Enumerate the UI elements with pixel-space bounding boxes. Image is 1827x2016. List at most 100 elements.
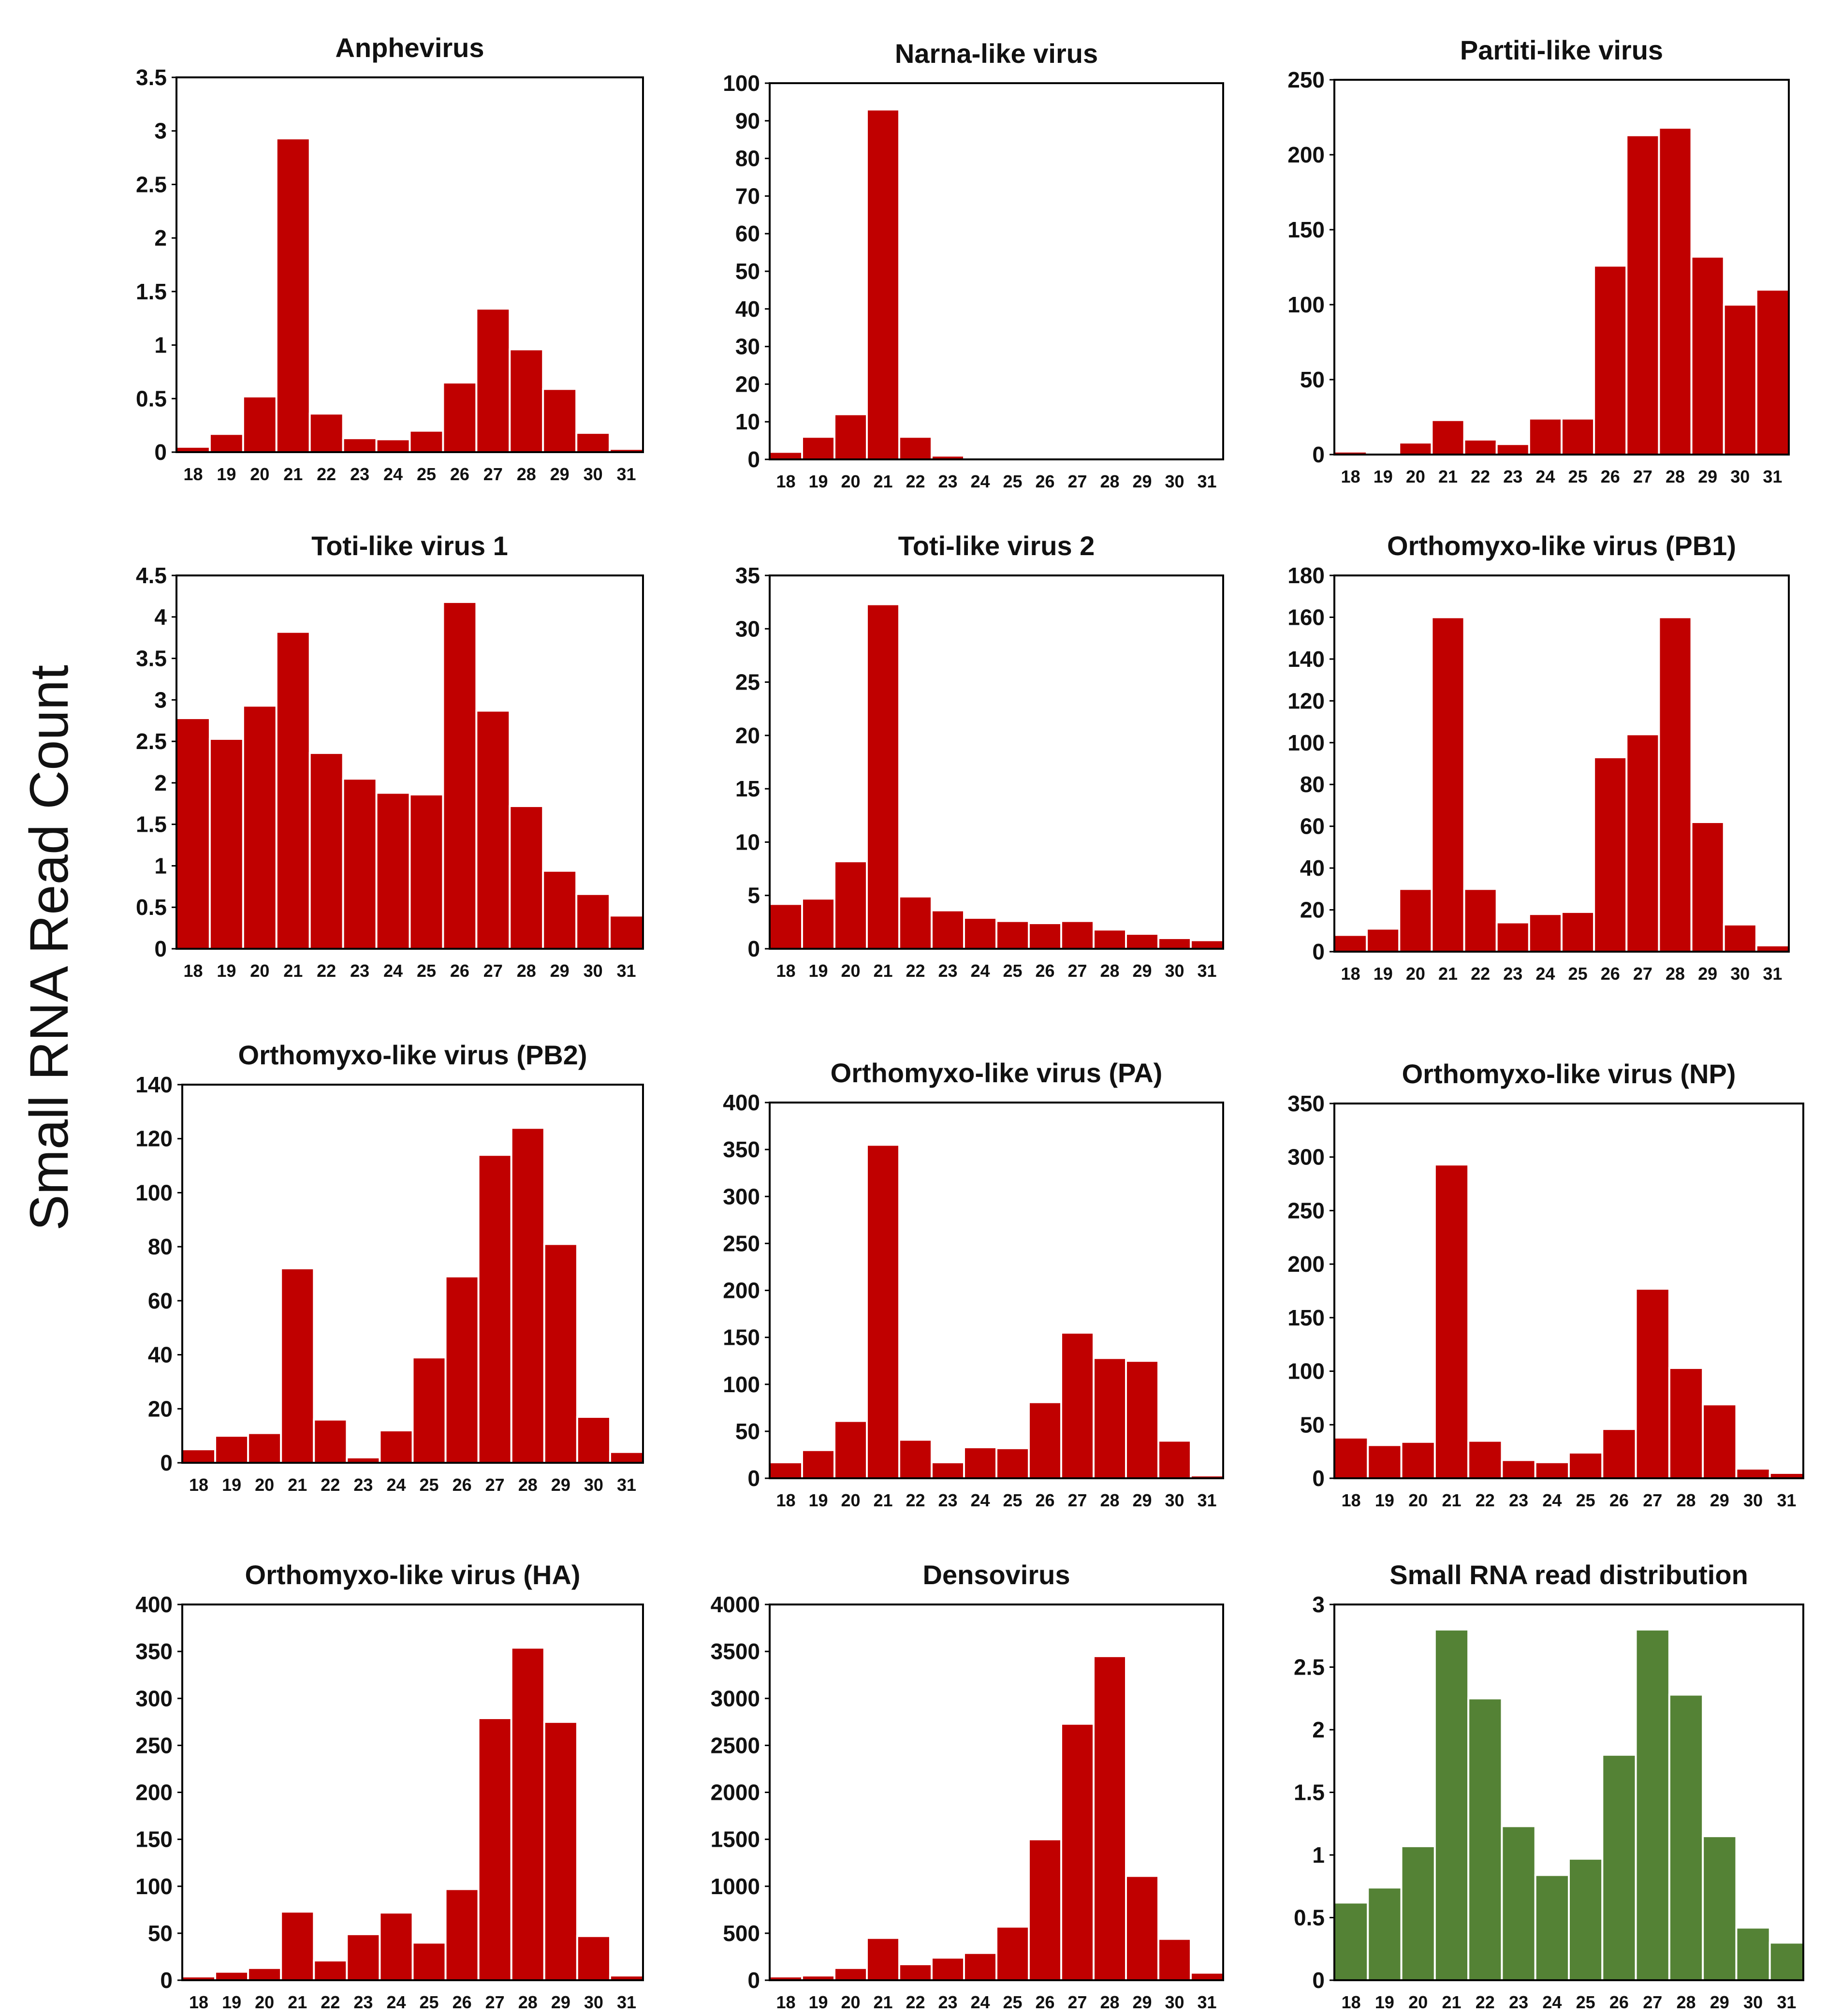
x-tick-label: 19 [808, 961, 828, 981]
y-tick-label: 150 [135, 1827, 173, 1852]
y-tick-label: 0.5 [136, 386, 167, 411]
chart-bar [175, 717, 211, 950]
x-tick-label: 29 [1132, 1490, 1152, 1510]
plot-frame [1333, 574, 1790, 953]
x-tick-label: 31 [617, 1992, 636, 2012]
x-tick-label: 18 [776, 1490, 795, 1510]
x-tick-label: 30 [1730, 964, 1750, 984]
x-tick-label: 25 [1568, 467, 1588, 486]
x-tick-label: 30 [584, 961, 603, 981]
chart-bar [609, 914, 644, 950]
x-tick-label: 31 [617, 961, 636, 981]
y-tick-label: 0 [154, 440, 167, 465]
chart-bar [833, 1420, 868, 1480]
y-tick-label: 50 [148, 1921, 173, 1946]
chart-bar [444, 1888, 480, 1981]
x-tick-label: 25 [1568, 964, 1588, 984]
x-tick-label: 27 [485, 1475, 505, 1495]
chart-bar [1534, 1874, 1570, 1981]
chart-bar [542, 388, 578, 453]
y-tick-label: 60 [1300, 814, 1325, 839]
x-tick-label: 26 [1601, 467, 1620, 486]
x-tick-label: 28 [1100, 471, 1119, 491]
x-tick-label: 25 [417, 961, 436, 981]
chart-title: Orthomyxo-like virus (PA) [831, 1058, 1163, 1088]
chart-bar [1635, 1288, 1670, 1480]
x-tick-label: 29 [550, 961, 570, 981]
x-tick-label: 28 [1100, 1992, 1119, 2012]
x-tick-label: 21 [873, 1490, 892, 1510]
y-tick-label: 50 [735, 259, 760, 284]
x-tick-label: 19 [1374, 964, 1393, 984]
global-y-axis-label: Small RNA Read Count [19, 665, 79, 1231]
y-tick-label: 100 [1287, 730, 1325, 755]
x-tick-label: 25 [1003, 1992, 1022, 2012]
y-tick-label: 3 [154, 687, 167, 712]
chart-bar [1467, 1440, 1503, 1479]
chart-bar [1125, 1875, 1159, 1982]
x-tick-label: 28 [1666, 964, 1685, 984]
x-tick-label: 22 [321, 1992, 340, 2012]
x-tick-label: 22 [1476, 1490, 1495, 1510]
y-tick-label: 1 [1312, 1842, 1325, 1868]
x-tick-label: 30 [584, 1475, 603, 1495]
x-tick-label: 19 [808, 471, 828, 491]
chart-bar [477, 1717, 512, 1981]
x-tick-label: 28 [518, 1475, 538, 1495]
x-tick-label: 22 [906, 1490, 925, 1510]
chart-bar [510, 1127, 545, 1464]
x-tick-label: 19 [1374, 467, 1393, 486]
chart-bar [1333, 1436, 1369, 1480]
chart-bar [1366, 927, 1401, 953]
x-tick-label: 18 [189, 1992, 208, 2012]
x-tick-label: 27 [1067, 961, 1087, 981]
chart-panel: Orthomyxo-like virus (PB2) 0 20 40 60 80 100 12… [135, 1040, 644, 1495]
x-tick-label: 31 [617, 464, 636, 484]
plot-frame [1333, 1103, 1804, 1479]
x-tick-label: 27 [1633, 467, 1652, 486]
chart-bar [275, 631, 311, 950]
x-tick-label: 21 [873, 961, 892, 981]
chart-panel: Partiti-like virus 0 50 100 150 200 250 18 19 20 2… [1287, 35, 1790, 486]
x-tick-label: 26 [1609, 1490, 1629, 1510]
y-tick-label: 350 [1287, 1091, 1325, 1116]
x-tick-label: 18 [776, 1992, 795, 2012]
chart-bar [1467, 1697, 1503, 1981]
y-tick-label: 250 [723, 1231, 760, 1256]
x-tick-label: 18 [183, 464, 203, 484]
chart-bar [1528, 417, 1563, 456]
chart-bar [411, 1942, 447, 1982]
x-tick-label: 24 [970, 1490, 990, 1510]
chart-bar [342, 778, 378, 950]
chart-bar [1190, 939, 1224, 950]
chart-bar [1568, 1857, 1604, 1982]
chart-bar [543, 1243, 578, 1464]
y-tick-label: 100 [1287, 292, 1325, 317]
chart-bar [769, 451, 803, 461]
y-tick-label: 50 [735, 1419, 760, 1444]
chart-bar [542, 869, 578, 950]
y-tick-label: 15 [735, 776, 760, 801]
chart-bar [181, 1448, 217, 1464]
chart-bar [1060, 920, 1095, 950]
chart-bar [1568, 1451, 1604, 1480]
chart-bar [576, 1416, 611, 1464]
x-tick-label: 27 [485, 1992, 505, 2012]
x-tick-label: 21 [283, 961, 303, 981]
y-tick-label: 20 [148, 1396, 173, 1421]
y-tick-label: 1.5 [136, 279, 167, 304]
x-tick-label: 23 [938, 1992, 957, 2012]
chart-bar [1601, 1753, 1637, 1982]
y-tick-label: 90 [735, 108, 760, 133]
chart-bar [313, 1959, 348, 1982]
y-tick-label: 1.5 [1294, 1780, 1325, 1805]
chart-bar [931, 909, 965, 950]
y-tick-label: 0 [1312, 939, 1325, 964]
y-tick-label: 100 [1287, 1359, 1325, 1384]
y-tick-label: 70 [735, 183, 760, 208]
x-tick-label: 23 [1509, 1992, 1528, 2012]
x-tick-label: 23 [350, 464, 369, 484]
chart-bar [1157, 1938, 1192, 1982]
y-tick-label: 3 [154, 118, 167, 144]
x-tick-label: 30 [1730, 467, 1750, 486]
